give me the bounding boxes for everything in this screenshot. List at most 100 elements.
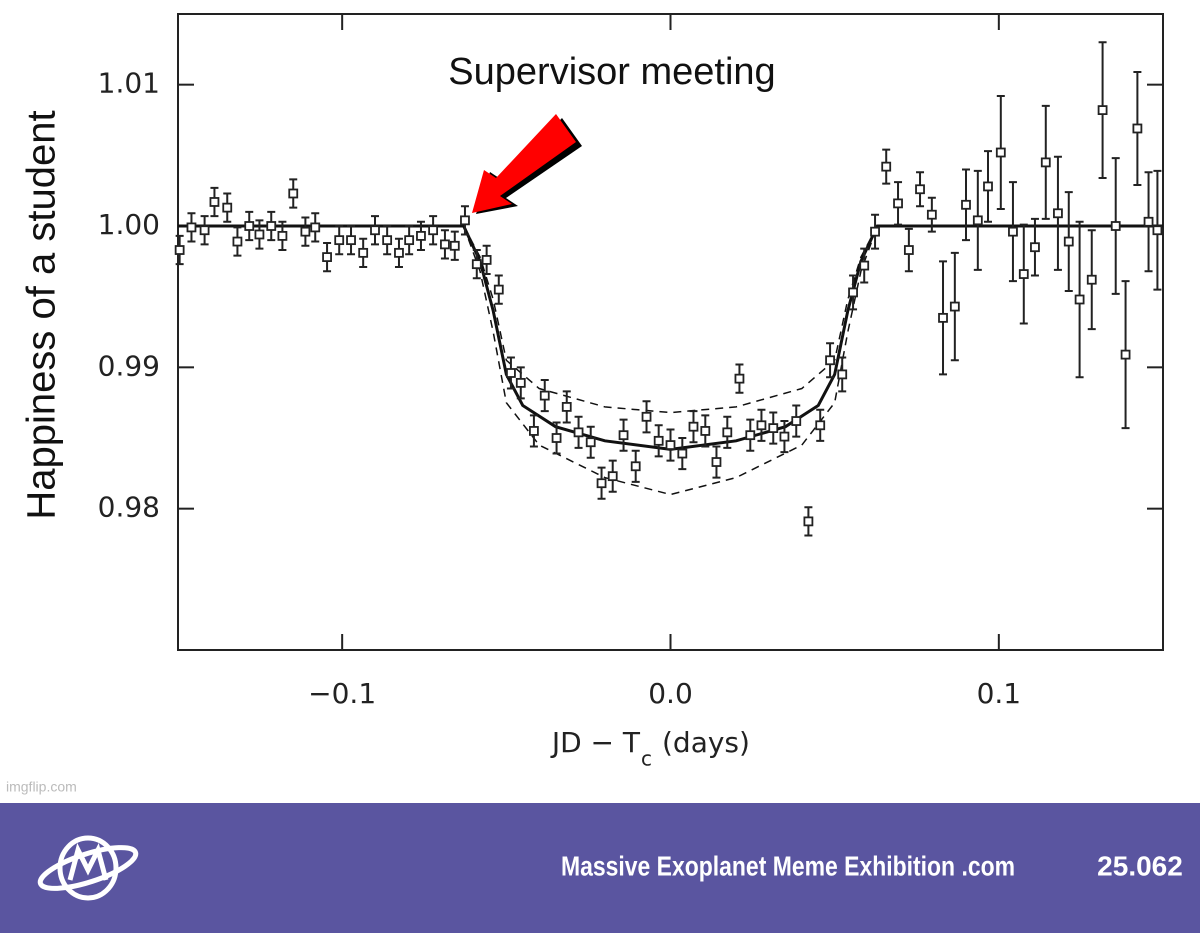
y-tick-label: 0.99: [98, 349, 160, 382]
plot-frame: [177, 13, 1164, 651]
data-point: [358, 247, 369, 258]
y-tick-label: 1.00: [98, 208, 160, 241]
data-point: [209, 197, 220, 207]
data-point: [949, 301, 960, 312]
data-point: [815, 420, 826, 431]
data-point: [961, 199, 971, 210]
data-point: [825, 355, 835, 366]
data-point: [745, 430, 756, 441]
data-point: [244, 221, 255, 231]
data-point: [370, 225, 380, 236]
data-point: [618, 430, 629, 441]
data-point: [539, 390, 550, 401]
data-point: [515, 377, 526, 388]
data-point: [1063, 236, 1074, 247]
footer-site: Massive Exoplanet Meme Exhibition .com: [561, 851, 1015, 882]
data-point: [551, 433, 562, 443]
data-point: [779, 431, 790, 442]
data-point: [803, 516, 814, 527]
footer-band: [0, 803, 1200, 933]
x-tick-label: −0.1: [308, 677, 376, 710]
data-point: [300, 226, 311, 237]
data-point: [1152, 225, 1163, 236]
data-point: [665, 440, 676, 450]
data-point: [641, 411, 652, 422]
data-point: [199, 225, 210, 236]
data-point: [596, 478, 607, 489]
data-point: [722, 427, 733, 438]
x-axis-label-unit: (days): [662, 726, 750, 759]
data-point: [449, 240, 460, 251]
data-point: [471, 259, 482, 270]
y-tick-label: 1.01: [98, 67, 160, 100]
y-tick-label: 0.98: [98, 491, 160, 524]
data-point: [1053, 208, 1063, 219]
data-point: [926, 209, 937, 220]
data-point: [428, 225, 439, 236]
data-point: [573, 427, 584, 438]
data-point: [266, 221, 277, 231]
watermark: imgflip.com: [6, 779, 77, 795]
data-point: [653, 435, 664, 446]
data-point: [711, 457, 722, 467]
data-point: [1110, 221, 1121, 231]
data-point: [756, 420, 767, 431]
data-point: [186, 222, 197, 233]
data-point: [1018, 269, 1029, 279]
data-point: [848, 287, 858, 298]
data-point: [1074, 294, 1085, 305]
data-point: [893, 198, 903, 209]
data-point: [734, 373, 745, 384]
data-point: [870, 226, 880, 237]
data-point: [768, 423, 779, 434]
data-point: [607, 471, 618, 482]
data-point: [630, 461, 641, 472]
data-point: [529, 426, 539, 436]
data-point: [404, 235, 415, 246]
data-point: [277, 230, 288, 241]
arrow: [472, 114, 582, 214]
model-envelope: [462, 225, 879, 414]
annotation: Supervisor meeting: [448, 51, 775, 93]
data-point: [254, 229, 265, 240]
logo: [37, 835, 139, 901]
data-point: [481, 255, 492, 265]
data-point: [1132, 123, 1143, 134]
data-point: [506, 368, 516, 378]
data-point: [677, 448, 688, 459]
x-axis-label: JD − T: [550, 726, 641, 759]
data-point: [1097, 105, 1108, 116]
data-point: [837, 369, 848, 380]
data-point: [382, 235, 393, 246]
data-point: [1008, 226, 1018, 237]
data-point: [915, 184, 925, 195]
data-point: [440, 239, 450, 250]
data-point: [310, 222, 321, 233]
data-point: [322, 252, 332, 262]
data-point: [1030, 242, 1040, 253]
data-point: [346, 235, 356, 246]
data-point: [859, 260, 870, 271]
data-point: [288, 188, 299, 199]
data-point: [972, 215, 983, 226]
data-point: [561, 402, 572, 412]
data-point: [791, 416, 802, 426]
data-point: [903, 245, 914, 255]
data-point: [493, 284, 504, 295]
data-point: [460, 215, 470, 226]
data-point: [995, 147, 1006, 158]
data-point: [334, 235, 345, 246]
data-point: [688, 421, 699, 432]
data-point: [1143, 216, 1154, 227]
data-point: [700, 426, 711, 436]
data-point: [416, 230, 426, 241]
data-point: [222, 202, 233, 213]
footer-number: 25.062: [1097, 850, 1183, 881]
data-point: [232, 236, 243, 247]
x-tick-label: 0.1: [977, 677, 1022, 710]
data-point: [174, 245, 185, 255]
y-axis-label: Happiness of a student: [20, 110, 64, 519]
data-point: [938, 312, 948, 323]
x-axis-label-sub: c: [641, 747, 652, 771]
